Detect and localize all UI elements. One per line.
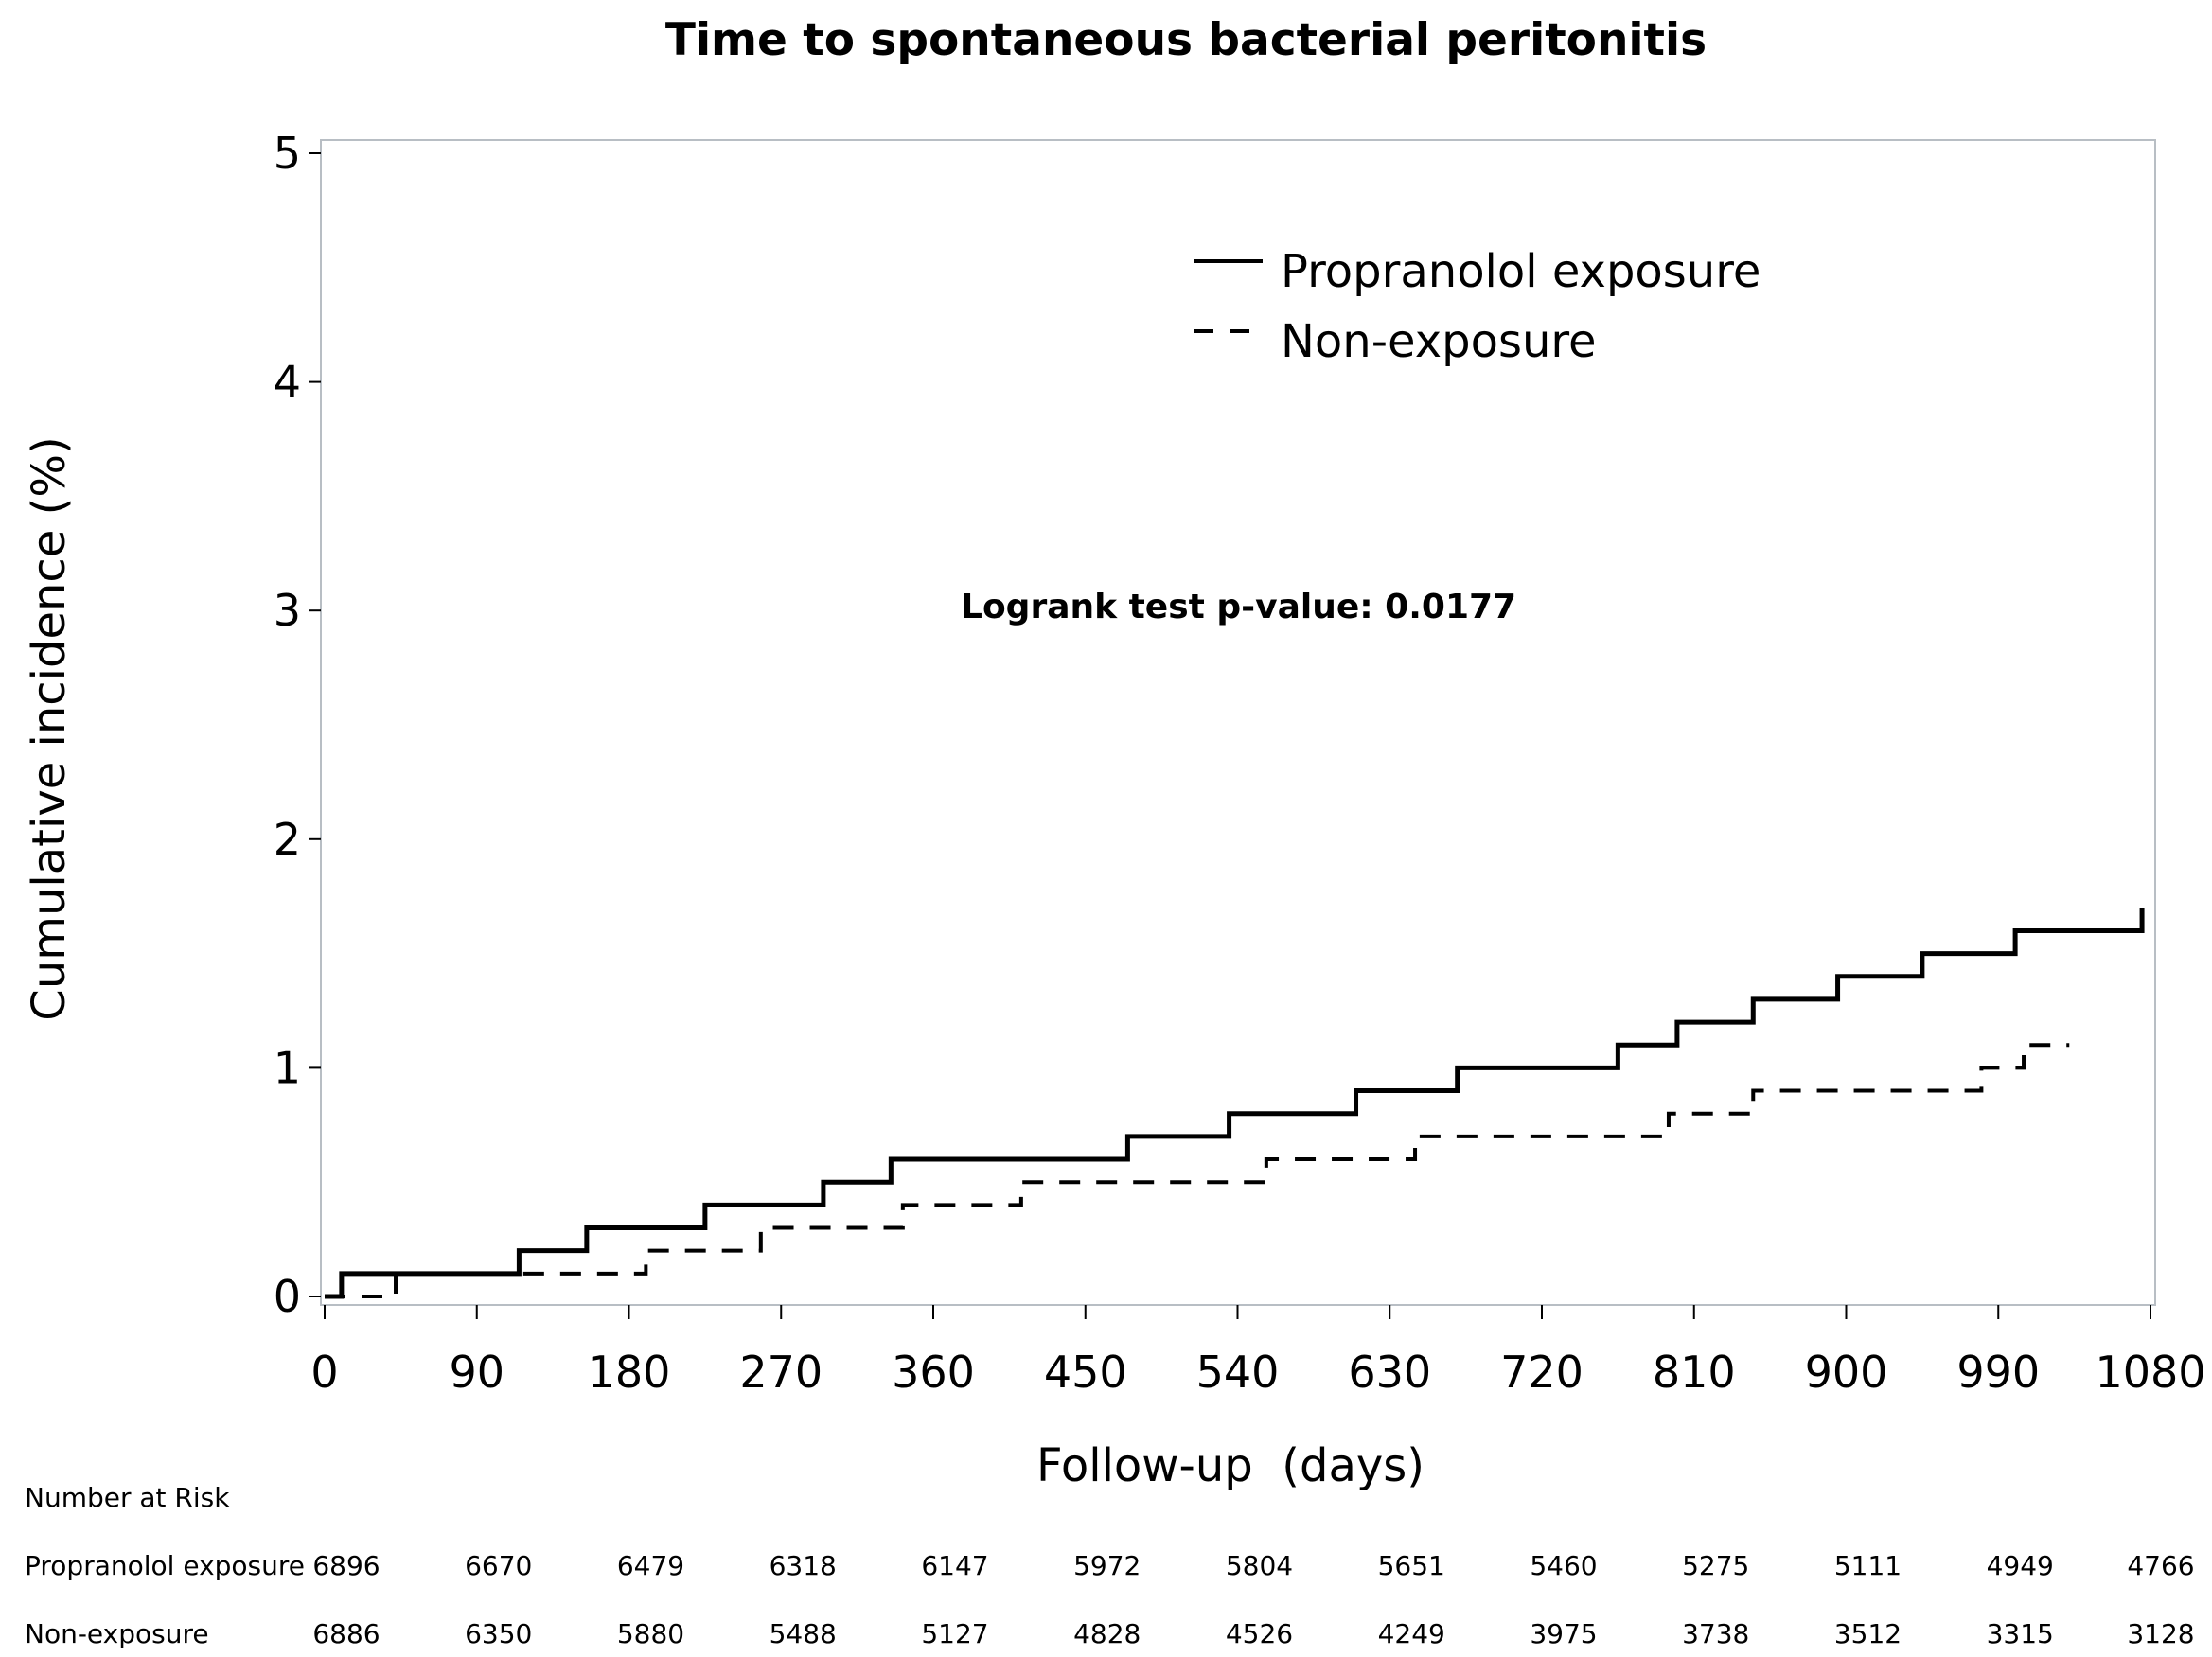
x-tick-label: 1080 [2095, 1347, 2205, 1398]
risk-value: 5880 [617, 1618, 684, 1649]
x-axis-label: Follow-up (days) [1036, 1439, 1425, 1492]
risk-table: Number at Risk Propranolol exposure Non-… [25, 1482, 2195, 1649]
y-tick-label: 2 [274, 814, 301, 865]
risk-value: 6886 [312, 1618, 380, 1649]
risk-values: 6896 6670 6479 6318 6147 5972 5804 5651 5460 5275… [312, 1550, 2194, 1649]
y-tick-label: 0 [274, 1271, 301, 1322]
series-line-non-exposure [325, 1043, 2070, 1298]
risk-row-label: Non-exposure [25, 1618, 209, 1649]
risk-value: 3738 [1682, 1618, 1749, 1649]
y-tick-label: 3 [274, 585, 301, 636]
risk-value: 6479 [617, 1550, 684, 1581]
risk-value: 6147 [921, 1550, 988, 1581]
risk-value: 6896 [312, 1550, 380, 1581]
y-tick-label: 1 [274, 1042, 301, 1093]
risk-value: 6670 [465, 1550, 532, 1581]
y-axis: 0 1 2 3 4 5 [274, 128, 321, 1322]
x-tick-label: 180 [588, 1347, 671, 1398]
x-tick-label: 540 [1196, 1347, 1280, 1398]
y-tick-label: 4 [274, 357, 301, 408]
risk-value: 5275 [1682, 1550, 1749, 1581]
risk-value: 5651 [1378, 1550, 1445, 1581]
risk-value: 4526 [1226, 1618, 1293, 1649]
series-layer [325, 908, 2145, 1299]
x-tick-label: 450 [1044, 1347, 1127, 1398]
risk-value: 4828 [1073, 1618, 1141, 1649]
legend-label-propranolol: Propranolol exposure [1281, 245, 1761, 298]
risk-value: 5972 [1073, 1550, 1141, 1581]
risk-value: 4249 [1378, 1618, 1445, 1649]
x-tick-label: 720 [1500, 1347, 1584, 1398]
risk-row-label: Propranolol exposure [25, 1550, 305, 1581]
x-tick-label: 0 [310, 1347, 338, 1398]
y-tick-label: 5 [274, 128, 301, 179]
risk-value: 5111 [1834, 1550, 1902, 1581]
risk-value: 3512 [1834, 1618, 1902, 1649]
logrank-annotation: Logrank test p-value: 0.0177 [961, 588, 1516, 626]
risk-value: 4949 [1987, 1550, 2054, 1581]
plot-frame [320, 139, 2156, 1306]
risk-value: 6318 [770, 1550, 837, 1581]
series-line-propranolol [325, 908, 2145, 1299]
risk-value: 5804 [1226, 1550, 1293, 1581]
legend-label-non-exposure: Non-exposure [1281, 315, 1597, 368]
risk-value: 5488 [770, 1618, 837, 1649]
risk-value: 5127 [921, 1618, 988, 1649]
risk-value: 3128 [2127, 1618, 2194, 1649]
x-tick-label: 900 [1805, 1347, 1888, 1398]
x-tick-label: 360 [892, 1347, 975, 1398]
x-tick-label: 630 [1348, 1347, 1431, 1398]
y-axis-label: Cumulative incidence (%) [23, 436, 76, 1020]
x-tick-label: 990 [1956, 1347, 2040, 1398]
x-tick-label: 90 [449, 1347, 504, 1398]
risk-value: 6350 [465, 1618, 532, 1649]
x-tick-label: 270 [739, 1347, 823, 1398]
x-axis: 0 90 180 270 360 450 540 630 720 810 900 990 1080 [310, 1305, 2206, 1398]
risk-value: 4766 [2127, 1550, 2194, 1581]
x-tick-label: 810 [1653, 1347, 1736, 1398]
chart-title: Time to spontaneous bacterial peritoniti… [665, 14, 1707, 66]
risk-table-header: Number at Risk [25, 1482, 230, 1513]
legend: Propranolol exposure Non-exposure [1194, 245, 1761, 368]
risk-value: 5460 [1530, 1550, 1597, 1581]
risk-value: 3315 [1987, 1618, 2054, 1649]
risk-value: 3975 [1530, 1618, 1597, 1649]
